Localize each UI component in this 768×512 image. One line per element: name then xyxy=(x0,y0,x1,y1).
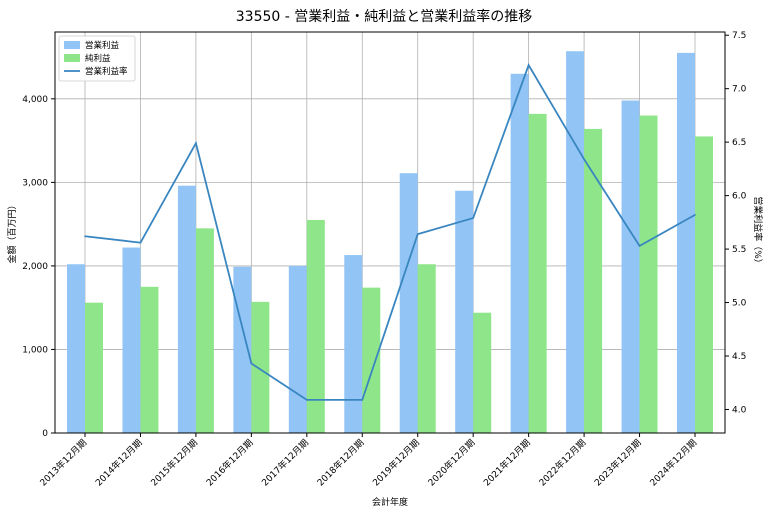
bar-net-income xyxy=(528,113,547,433)
bar-operating-income xyxy=(67,264,85,433)
y2-tick-label: 4.0 xyxy=(732,405,747,415)
y-tick-label: 1,000 xyxy=(22,345,48,355)
line-point xyxy=(638,245,641,247)
bar-net-income xyxy=(306,219,325,433)
legend-label: 純利益 xyxy=(85,53,111,64)
bar-operating-income xyxy=(455,190,474,433)
bar-operating-income xyxy=(288,265,307,433)
line-point xyxy=(527,64,530,66)
line-point xyxy=(195,142,197,145)
y2-tick-label: 6.5 xyxy=(732,138,746,148)
bar-net-income xyxy=(639,115,658,434)
line-point xyxy=(694,214,696,216)
legend-swatch xyxy=(64,41,80,49)
line-point xyxy=(250,362,253,365)
bar-operating-income xyxy=(566,51,585,433)
bar-net-income xyxy=(362,287,381,433)
bar-operating-income xyxy=(677,52,695,434)
x-tick-label: 2023年12月期 xyxy=(592,437,644,489)
bar-net-income xyxy=(251,301,270,433)
line-series xyxy=(84,63,696,401)
y2-tick-label: 6.0 xyxy=(732,192,747,202)
bar-operating-income xyxy=(510,73,529,433)
x-tick-label: 2024年12月期 xyxy=(647,437,699,489)
y-tick-label: 0 xyxy=(42,429,48,439)
x-tick-label: 2022年12月期 xyxy=(536,437,588,489)
y-tick-label: 3,000 xyxy=(22,178,48,188)
line-point xyxy=(416,233,419,235)
x-tick-label: 2018年12月期 xyxy=(315,437,367,489)
y2-axis-label: 営業利益率（%） xyxy=(752,196,764,268)
line-point xyxy=(472,217,474,219)
y-tick-label: 2,000 xyxy=(22,262,48,272)
x-tick-label: 2020年12月期 xyxy=(425,437,477,489)
bar-net-income xyxy=(140,286,159,433)
line-point xyxy=(84,235,86,238)
line-operating-margin xyxy=(84,63,696,401)
y2-tick-label: 4.5 xyxy=(732,352,746,362)
legend-label: 営業利益率 xyxy=(85,66,128,77)
x-axis-label: 会計年度 xyxy=(372,496,408,508)
bar-net-income xyxy=(473,312,492,433)
bar-operating-income xyxy=(399,173,418,433)
legend-swatch xyxy=(64,54,80,62)
x-tick-label: 2019年12月期 xyxy=(370,437,422,489)
bars xyxy=(67,51,713,434)
line-point xyxy=(139,241,142,244)
x-tick-label: 2017年12月期 xyxy=(259,437,311,489)
bar-net-income xyxy=(584,128,603,434)
x-tick-label: 2014年12月期 xyxy=(93,437,145,489)
plot-frame xyxy=(54,31,726,434)
y2-tick-label: 5.5 xyxy=(732,245,746,255)
y2-tick-label: 7.5 xyxy=(732,31,746,41)
bar-operating-income xyxy=(344,255,363,433)
line-point xyxy=(306,399,308,401)
legend-label: 営業利益 xyxy=(85,40,120,51)
x-tick-label: 2015年12月期 xyxy=(148,437,200,489)
bar-operating-income xyxy=(621,100,640,434)
y2-tick-label: 7.0 xyxy=(732,85,747,95)
chart-title: 33550 - 営業利益・純利益と営業利益率の推移 xyxy=(236,8,533,25)
bar-net-income xyxy=(417,264,436,433)
x-tick-label: 2016年12月期 xyxy=(204,437,256,489)
y-axis-label: 金額（百万円） xyxy=(6,200,18,263)
bar-net-income xyxy=(195,228,214,433)
x-tick-label: 2013年12月期 xyxy=(37,437,89,489)
x-tick-label: 2021年12月期 xyxy=(481,437,533,489)
bar-operating-income xyxy=(122,247,141,433)
y2-tick-label: 5.0 xyxy=(732,299,747,309)
line-point xyxy=(583,158,585,161)
bar-net-income xyxy=(695,136,713,434)
y-tick-label: 4,000 xyxy=(22,95,48,105)
bar-operating-income xyxy=(177,185,196,433)
bar-net-income xyxy=(85,302,103,433)
line-point xyxy=(361,399,364,401)
